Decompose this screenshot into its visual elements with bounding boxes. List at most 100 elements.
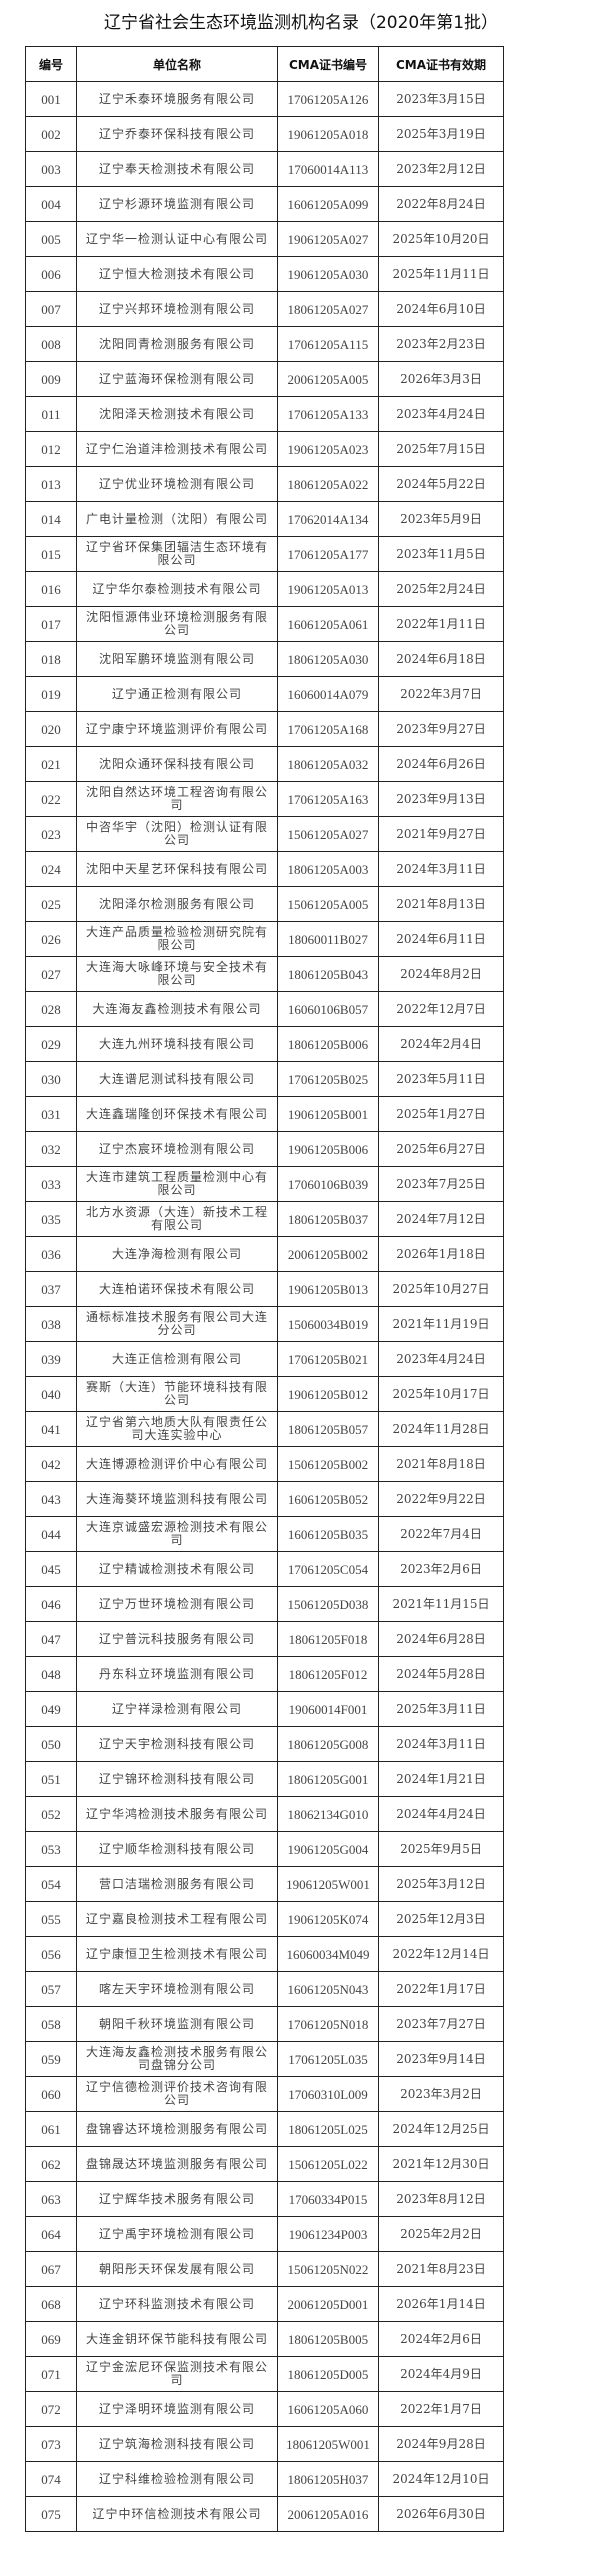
cma-cert-number: 18061205A032 xyxy=(277,746,379,782)
row-number: 067 xyxy=(25,2251,77,2287)
table-row: 025 沈阳泽尔检测服务有限公司 15061205A005 2021年8月13日 xyxy=(25,886,504,922)
header-unit-name: 单位名称 xyxy=(76,46,278,82)
unit-name: 朝阳千秋环境监测有限公司 xyxy=(76,2006,278,2042)
table-row: 011 沈阳泽天检测技术有限公司 17061205A133 2023年4月24日 xyxy=(25,396,504,432)
row-number: 027 xyxy=(25,956,77,992)
unit-name: 沈阳泽天检测技术有限公司 xyxy=(76,396,278,432)
unit-name: 辽宁天宇检测科技有限公司 xyxy=(76,1726,278,1762)
row-number: 071 xyxy=(25,2356,77,2392)
row-number: 035 xyxy=(25,1201,77,1237)
cma-cert-validity: 2024年3月11日 xyxy=(378,1726,504,1762)
row-number: 043 xyxy=(25,1481,77,1517)
cma-cert-number: 17061205A115 xyxy=(277,326,379,362)
row-number: 047 xyxy=(25,1621,77,1657)
unit-name: 大连九州环境科技有限公司 xyxy=(76,1026,278,1062)
cma-cert-validity: 2024年6月11日 xyxy=(378,921,504,957)
table-row: 031 大连鑫瑞隆创环保技术有限公司 19061205B001 2025年1月27日 xyxy=(25,1096,504,1132)
unit-name: 赛斯（大连）节能环境科技有限公司 xyxy=(76,1376,278,1412)
cma-cert-validity: 2023年5月11日 xyxy=(378,1061,504,1097)
cma-cert-validity: 2023年2月12日 xyxy=(378,151,504,187)
cma-cert-number: 19061205B006 xyxy=(277,1131,379,1167)
cma-cert-validity: 2024年6月28日 xyxy=(378,1621,504,1657)
cma-cert-number: 17061205A133 xyxy=(277,396,379,432)
row-number: 060 xyxy=(25,2076,77,2112)
cma-cert-validity: 2023年5月9日 xyxy=(378,501,504,537)
row-number: 064 xyxy=(25,2216,77,2252)
cma-cert-number: 18061205F018 xyxy=(277,1621,379,1657)
cma-cert-validity: 2024年3月11日 xyxy=(378,851,504,887)
cma-cert-validity: 2024年6月26日 xyxy=(378,746,504,782)
row-number: 048 xyxy=(25,1656,77,1692)
table-row: 043 大连海葵环境监测科技有限公司 16061205B052 2022年9月22日 xyxy=(25,1481,504,1517)
cma-cert-number: 17061205A163 xyxy=(277,781,379,817)
unit-name: 辽宁锦环检测科技有限公司 xyxy=(76,1761,278,1797)
row-number: 014 xyxy=(25,501,77,537)
unit-name: 辽宁乔泰环保科技有限公司 xyxy=(76,116,278,152)
cma-cert-number: 15060034B019 xyxy=(277,1306,379,1342)
table-row: 036 大连净海检测有限公司 20061205B002 2026年1月18日 xyxy=(25,1236,504,1272)
table-row: 049 辽宁祥渌检测有限公司 19060014F001 2025年3月11日 xyxy=(25,1691,504,1727)
row-number: 073 xyxy=(25,2426,77,2462)
cma-cert-validity: 2023年7月25日 xyxy=(378,1166,504,1202)
unit-name: 辽宁金浤尼环保监测技术有限公司 xyxy=(76,2356,278,2392)
unit-name: 辽宁普沅科技服务有限公司 xyxy=(76,1621,278,1657)
unit-name: 沈阳军鹏环境监测有限公司 xyxy=(76,641,278,677)
cma-cert-validity: 2022年12月7日 xyxy=(378,991,504,1027)
row-number: 008 xyxy=(25,326,77,362)
cma-cert-validity: 2024年4月24日 xyxy=(378,1796,504,1832)
unit-name: 辽宁精诚检测技术有限公司 xyxy=(76,1551,278,1587)
table-row: 012 辽宁仁治道沣检测技术有限公司 19061205A023 2025年7月15日 xyxy=(25,431,504,467)
cma-cert-number: 16061205N043 xyxy=(277,1971,379,2007)
cma-cert-number: 18061205B057 xyxy=(277,1411,379,1447)
table-row: 033 大连市建筑工程质量检测中心有限公司 17060106B039 2023年7月2… xyxy=(25,1166,504,1202)
cma-cert-validity: 2024年12月10日 xyxy=(378,2461,504,2497)
table-row: 039 大连正信检测有限公司 17061205B021 2023年4月24日 xyxy=(25,1341,504,1377)
cma-cert-validity: 2025年12月3日 xyxy=(378,1901,504,1937)
cma-cert-number: 17061205B025 xyxy=(277,1061,379,1097)
table-row: 029 大连九州环境科技有限公司 18061205B006 2024年2月4日 xyxy=(25,1026,504,1062)
cma-cert-validity: 2023年4月24日 xyxy=(378,1341,504,1377)
table-row: 074 辽宁科维检验检测有限公司 18061205H037 2024年12月10日 xyxy=(25,2461,504,2497)
cma-cert-validity: 2025年1月27日 xyxy=(378,1096,504,1132)
cma-cert-validity: 2023年4月24日 xyxy=(378,396,504,432)
table-row: 064 辽宁禹宇环境检测有限公司 19061234P003 2025年2月2日 xyxy=(25,2216,504,2252)
row-number: 032 xyxy=(25,1131,77,1167)
cma-cert-validity: 2022年1月11日 xyxy=(378,606,504,642)
cma-cert-validity: 2022年12月14日 xyxy=(378,1936,504,1972)
table-row: 041 辽宁省第六地质大队有限责任公司大连实验中心 18061205B057 2024… xyxy=(25,1411,504,1447)
cma-cert-number: 19061205B013 xyxy=(277,1271,379,1307)
unit-name: 辽宁环科监测技术有限公司 xyxy=(76,2286,278,2322)
unit-name: 沈阳自然达环境工程咨询有限公司 xyxy=(76,781,278,817)
cma-cert-number: 18061205G008 xyxy=(277,1726,379,1762)
row-number: 072 xyxy=(25,2391,77,2427)
row-number: 033 xyxy=(25,1166,77,1202)
table-row: 057 喀左天宇环境检测有限公司 16061205N043 2022年1月17日 xyxy=(25,1971,504,2007)
table-row: 072 辽宁泽明环境监测有限公司 16061205A060 2022年1月7日 xyxy=(25,2391,504,2427)
table-row: 071 辽宁金浤尼环保监测技术有限公司 18061205D005 2024年4月9日 xyxy=(25,2356,504,2392)
table-row: 040 赛斯（大连）节能环境科技有限公司 19061205B012 2025年10月1… xyxy=(25,1376,504,1412)
cma-cert-number: 17061205A126 xyxy=(277,81,379,117)
cma-cert-validity: 2021年11月19日 xyxy=(378,1306,504,1342)
cma-cert-validity: 2023年9月13日 xyxy=(378,781,504,817)
cma-cert-number: 18061205A003 xyxy=(277,851,379,887)
cma-cert-validity: 2021年12月30日 xyxy=(378,2146,504,2182)
cma-cert-validity: 2025年10月20日 xyxy=(378,221,504,257)
table-row: 030 大连谱尼测试科技有限公司 17061205B025 2023年5月11日 xyxy=(25,1061,504,1097)
row-number: 017 xyxy=(25,606,77,642)
cma-cert-number: 17061205A177 xyxy=(277,536,379,572)
unit-name: 沈阳中天星艺环保科技有限公司 xyxy=(76,851,278,887)
table-row: 004 辽宁杉源环境监测有限公司 16061205A099 2022年8月24日 xyxy=(25,186,504,222)
cma-cert-number: 18061205B043 xyxy=(277,956,379,992)
cma-cert-number: 18061205D005 xyxy=(277,2356,379,2392)
table-row: 044 大连京诚盛宏源检测技术有限公司 16061205B035 2022年7月4日 xyxy=(25,1516,504,1552)
cma-cert-validity: 2026年6月30日 xyxy=(378,2496,504,2532)
cma-cert-validity: 2021年11月15日 xyxy=(378,1586,504,1622)
cma-cert-number: 16061205A060 xyxy=(277,2391,379,2427)
cma-cert-validity: 2026年1月18日 xyxy=(378,1236,504,1272)
cma-cert-number: 19061205W001 xyxy=(277,1866,379,1902)
cma-cert-number: 19061205A013 xyxy=(277,571,379,607)
row-number: 050 xyxy=(25,1726,77,1762)
unit-name: 大连海友鑫检测技术服务有限公司盘锦分公司 xyxy=(76,2041,278,2077)
cma-cert-validity: 2023年3月15日 xyxy=(378,81,504,117)
cma-cert-number: 19060014F001 xyxy=(277,1691,379,1727)
